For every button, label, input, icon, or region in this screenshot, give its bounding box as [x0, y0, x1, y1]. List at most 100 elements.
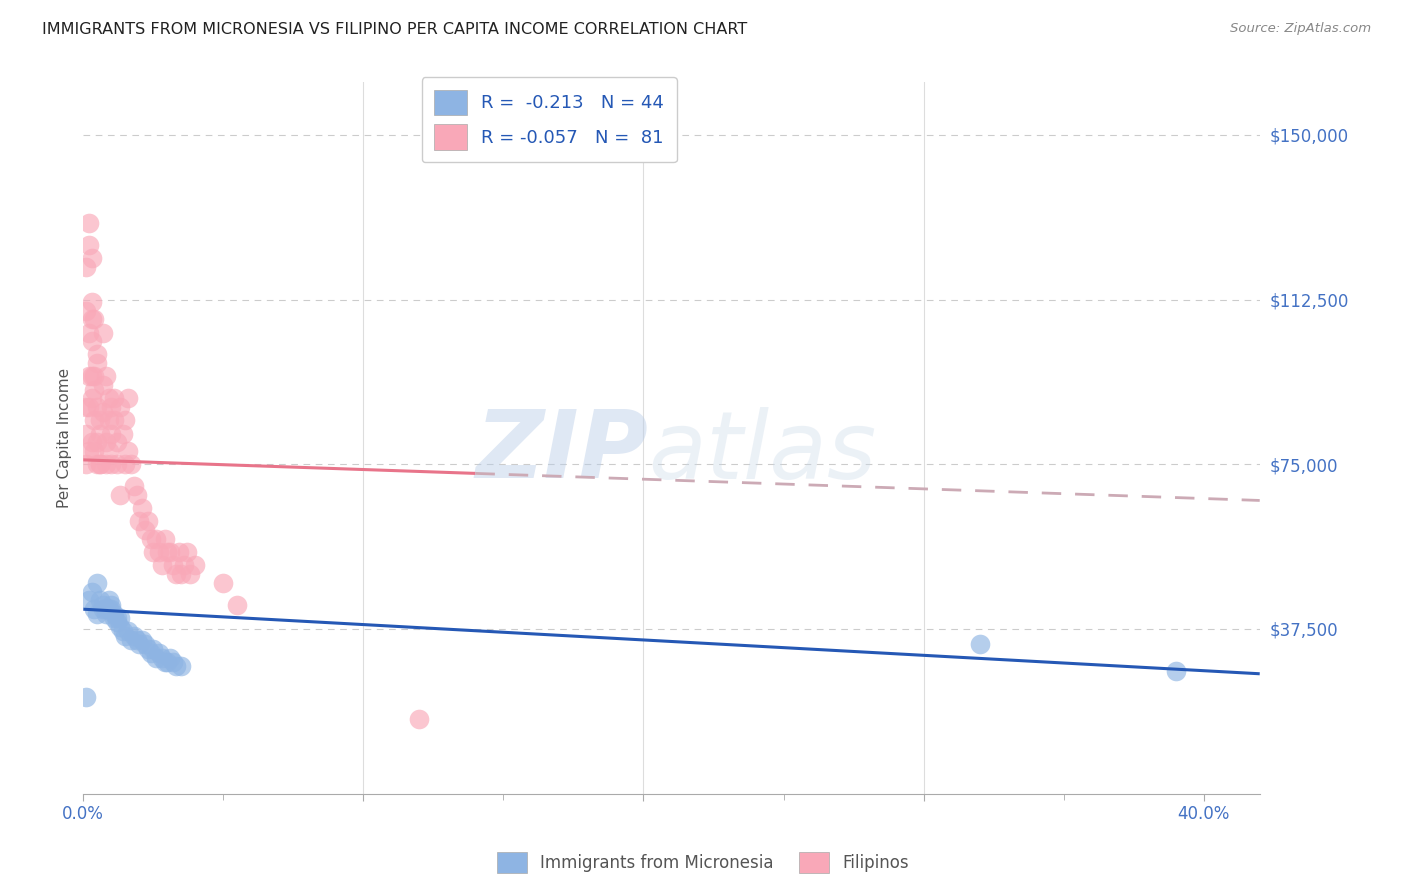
Point [136, 514, 159, 528]
Point [86, 356, 108, 370]
Point [173, 558, 195, 573]
Point [100, 457, 122, 471]
Point [148, 646, 170, 660]
Point [162, 558, 184, 573]
Point [969, 637, 991, 651]
Point [89, 413, 111, 427]
Point [80, 334, 103, 349]
Point [91, 404, 114, 418]
Point [131, 632, 153, 647]
Point [150, 558, 173, 573]
Point [150, 650, 173, 665]
Point [77, 400, 100, 414]
Point [139, 646, 162, 660]
Point [75, 260, 97, 274]
Point [77, 237, 100, 252]
Point [83, 413, 105, 427]
Point [156, 655, 179, 669]
Point [97, 602, 120, 616]
Point [83, 312, 105, 326]
Point [105, 435, 128, 450]
Point [148, 545, 170, 559]
Point [117, 624, 139, 639]
Point [167, 545, 190, 559]
Point [80, 392, 103, 406]
Point [89, 593, 111, 607]
Point [83, 444, 105, 458]
Point [134, 523, 156, 537]
Point [184, 558, 207, 573]
Point [125, 632, 148, 647]
Point [89, 457, 111, 471]
Point [77, 369, 100, 384]
Point [162, 655, 184, 669]
Point [159, 650, 181, 665]
Point [176, 545, 198, 559]
Point [94, 435, 117, 450]
Point [212, 575, 235, 590]
Point [77, 216, 100, 230]
Point [111, 624, 134, 639]
Point [80, 312, 103, 326]
Point [94, 607, 117, 621]
Point [117, 392, 139, 406]
Point [120, 457, 142, 471]
Text: ZIP: ZIP [475, 406, 648, 498]
Legend: R =  -0.213   N = 44, R = -0.057   N =  81: R = -0.213 N = 44, R = -0.057 N = 81 [422, 77, 676, 162]
Point [80, 369, 103, 384]
Point [83, 369, 105, 384]
Point [80, 584, 103, 599]
Point [105, 611, 128, 625]
Point [75, 457, 97, 471]
Point [97, 444, 120, 458]
Point [114, 629, 136, 643]
Point [80, 435, 103, 450]
Point [89, 426, 111, 441]
Point [77, 326, 100, 340]
Point [86, 400, 108, 414]
Point [103, 392, 125, 406]
Point [108, 488, 131, 502]
Point [83, 602, 105, 616]
Point [105, 457, 128, 471]
Text: atlas: atlas [648, 407, 876, 498]
Point [75, 426, 97, 441]
Point [128, 514, 150, 528]
Point [156, 545, 179, 559]
Point [100, 602, 122, 616]
Point [97, 593, 120, 607]
Point [159, 545, 181, 559]
Point [75, 690, 97, 704]
Point [108, 611, 131, 625]
Point [80, 294, 103, 309]
Point [122, 629, 145, 643]
Point [80, 251, 103, 265]
Point [77, 444, 100, 458]
Text: Source: ZipAtlas.com: Source: ZipAtlas.com [1230, 22, 1371, 36]
Point [100, 400, 122, 414]
Point [170, 659, 193, 673]
Point [125, 488, 148, 502]
Point [94, 369, 117, 384]
Point [226, 598, 249, 612]
Point [134, 637, 156, 651]
Point [75, 400, 97, 414]
Point [91, 602, 114, 616]
Point [153, 655, 176, 669]
Text: IMMIGRANTS FROM MICRONESIA VS FILIPINO PER CAPITA INCOME CORRELATION CHART: IMMIGRANTS FROM MICRONESIA VS FILIPINO P… [42, 22, 748, 37]
Point [91, 326, 114, 340]
Point [111, 426, 134, 441]
Point [89, 457, 111, 471]
Point [145, 532, 167, 546]
Point [86, 457, 108, 471]
Point [94, 457, 117, 471]
Point [108, 620, 131, 634]
Point [120, 632, 142, 647]
Point [86, 575, 108, 590]
Point [97, 392, 120, 406]
Point [83, 383, 105, 397]
Point [91, 598, 114, 612]
Point [94, 602, 117, 616]
Point [75, 303, 97, 318]
Point [179, 567, 201, 582]
